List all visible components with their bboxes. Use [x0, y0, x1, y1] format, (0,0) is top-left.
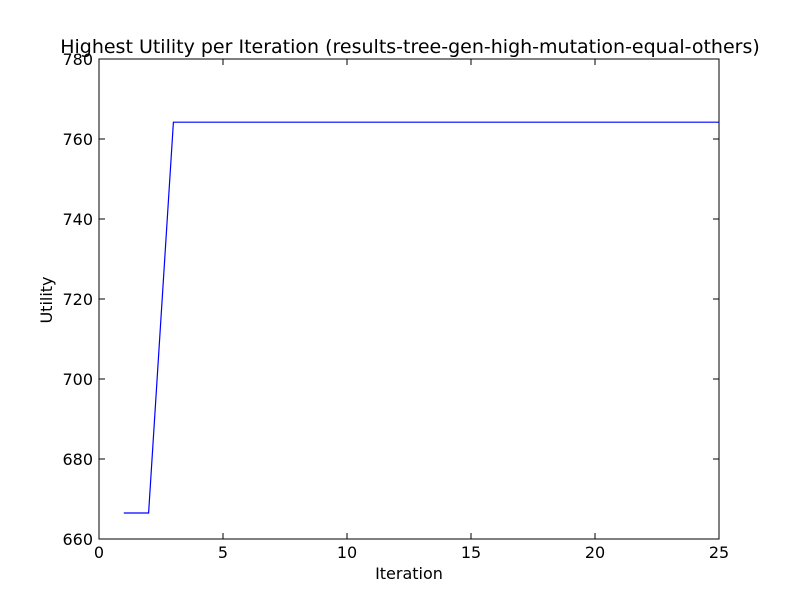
y-axis-label: Utility	[37, 276, 56, 323]
x-tick-label: 20	[585, 543, 605, 562]
y-tick-label: 660	[62, 530, 93, 549]
y-tick-label: 760	[62, 130, 93, 149]
series-line-0	[123, 121, 719, 514]
y-tick-label: 740	[62, 210, 93, 229]
x-tick-label: 10	[337, 543, 357, 562]
x-axis-label: Iteration	[375, 564, 443, 583]
plot-area: 0 5 10 15 20 25 660 680 700 720 740 760 780	[62, 50, 729, 562]
x-tick-label: 0	[94, 543, 104, 562]
x-tick-label: 25	[709, 543, 729, 562]
x-tick-label: 15	[461, 543, 481, 562]
y-tick-label: 680	[62, 450, 93, 469]
x-tick-label: 5	[218, 543, 228, 562]
plot-frame	[98, 58, 720, 540]
y-tick-label: 700	[62, 370, 93, 389]
chart-title: Highest Utility per Iteration (results-t…	[60, 36, 760, 58]
y-tick-label: 720	[62, 290, 93, 309]
y-tick-label: 780	[62, 50, 93, 69]
